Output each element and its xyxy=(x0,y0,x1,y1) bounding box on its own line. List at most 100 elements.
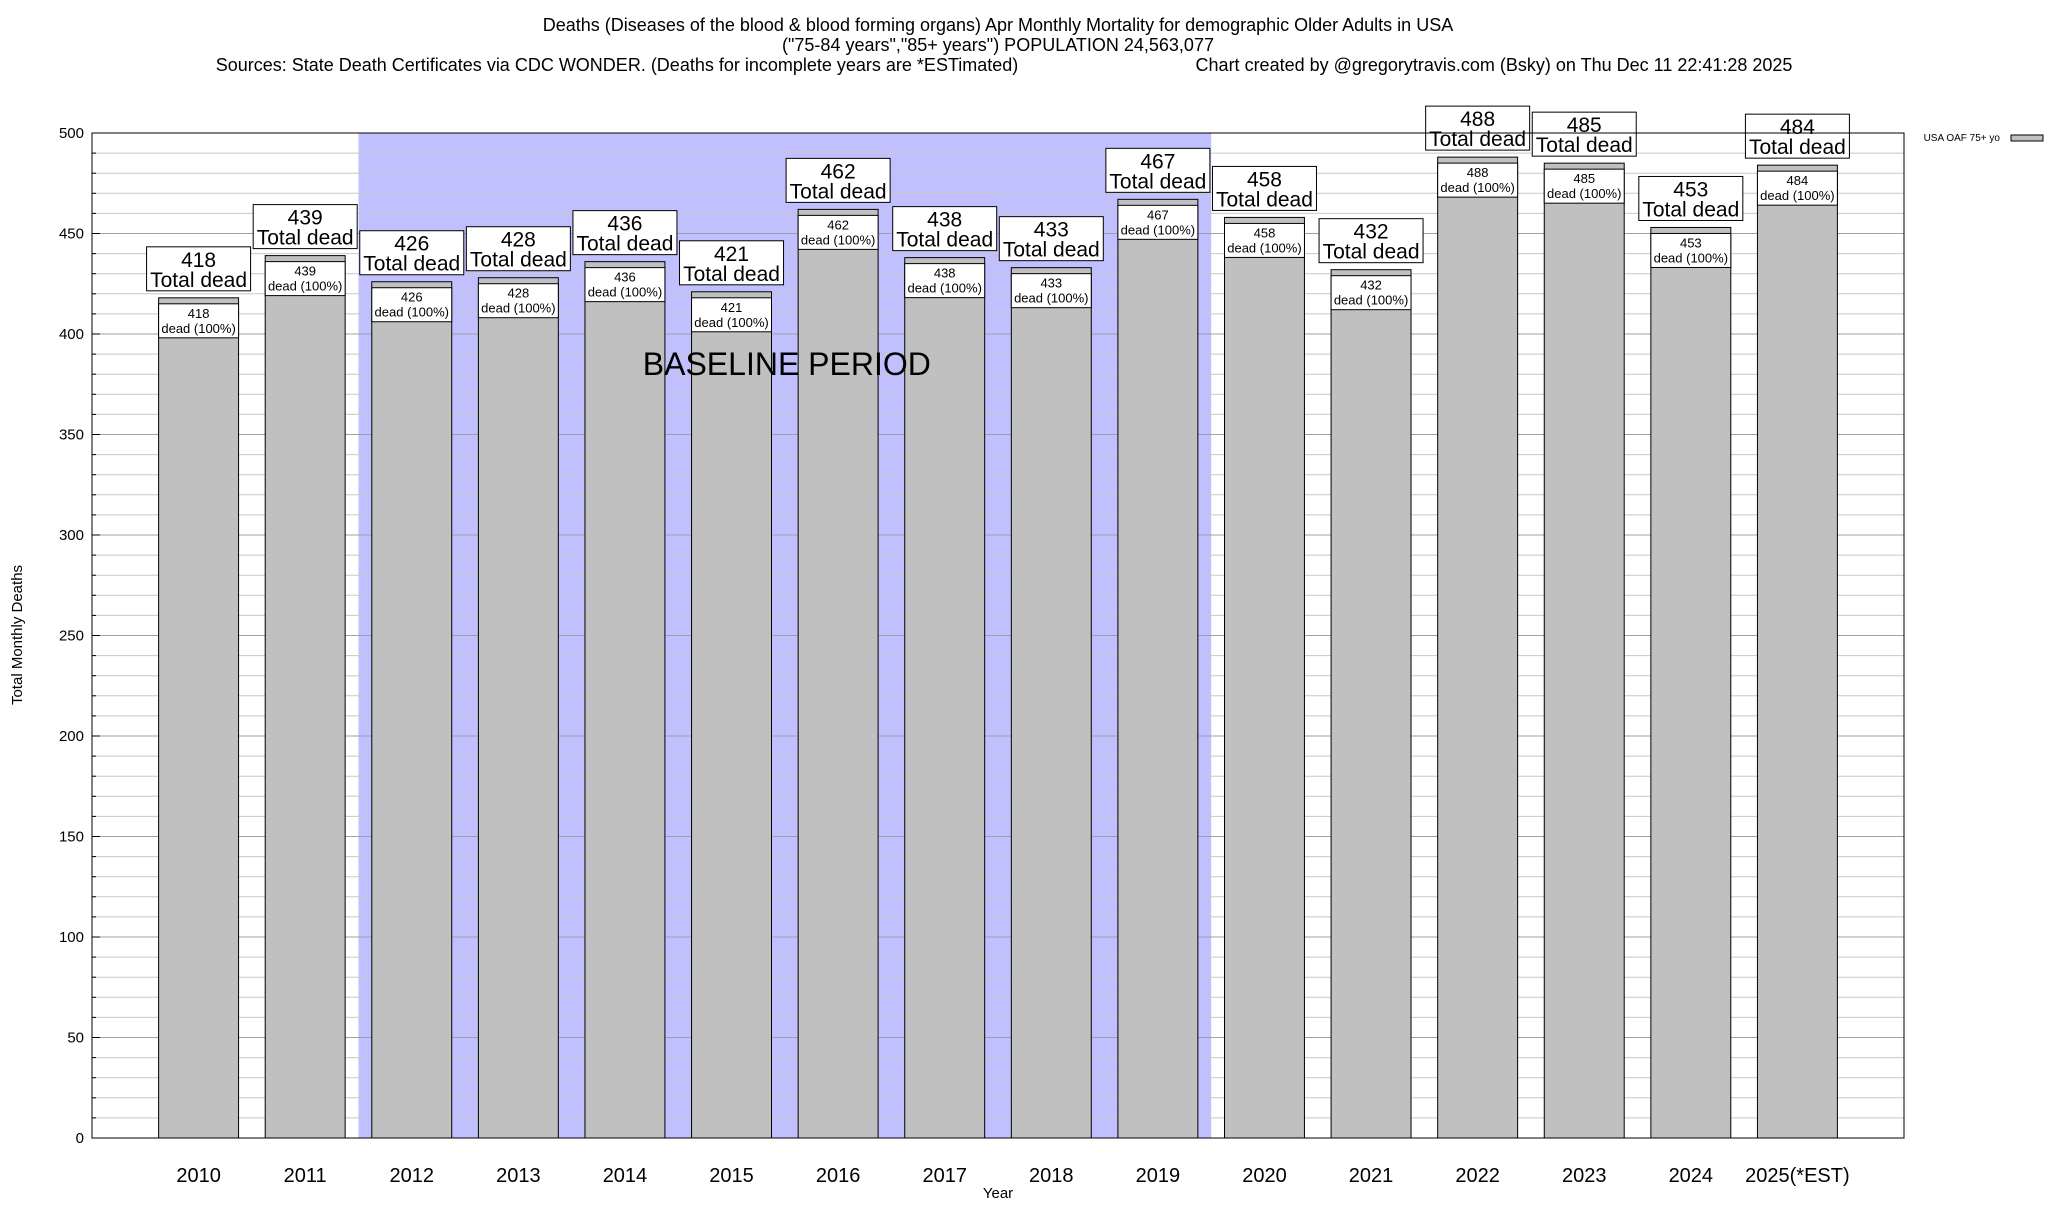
inner-label-text: dead (100%) xyxy=(268,279,342,294)
inner-label-value: 439 xyxy=(294,264,316,279)
inner-label-text: dead (100%) xyxy=(1654,250,1728,265)
chart-credit: Chart created by @gregorytravis.com (Bsk… xyxy=(1196,55,1793,75)
inner-label-value: 436 xyxy=(614,270,636,285)
bar-2018 xyxy=(1010,267,1092,1139)
outer-label-box xyxy=(465,226,571,272)
inner-label-box xyxy=(264,261,346,297)
outer-label-text: Total dead xyxy=(150,269,247,292)
y-tick-label: 50 xyxy=(67,1030,84,1047)
outer-label-text: Total dead xyxy=(1003,239,1100,262)
x-tick-label: 2016 xyxy=(816,1165,861,1187)
inner-label-text: dead (100%) xyxy=(481,301,555,316)
inner-label-value: 438 xyxy=(934,266,956,281)
inner-label-box xyxy=(158,303,240,339)
outer-label-value: 462 xyxy=(821,160,856,183)
outer-label-value: 436 xyxy=(607,213,642,236)
outer-label-box xyxy=(1425,105,1531,151)
y-tick-label: 400 xyxy=(59,326,84,343)
x-tick-label: 2014 xyxy=(603,1165,648,1187)
x-tick-label: 2013 xyxy=(496,1165,541,1187)
inner-label-text: dead (100%) xyxy=(1547,186,1621,201)
bar-2020 xyxy=(1224,216,1305,1139)
outer-label-text: Total dead xyxy=(1323,241,1420,264)
y-axis-label: Total Monthly Deaths xyxy=(9,565,26,705)
inner-label-text: dead (100%) xyxy=(1760,188,1834,203)
inner-label-value: 428 xyxy=(508,286,530,301)
outer-label-text: Total dead xyxy=(790,180,887,203)
outer-label-value: 426 xyxy=(394,233,429,256)
plot-frame xyxy=(91,132,1905,1139)
outer-label-value: 458 xyxy=(1247,168,1282,191)
outer-label-box xyxy=(998,216,1104,262)
y-tick-label: 100 xyxy=(59,929,84,946)
x-tick-label: 2023 xyxy=(1562,1165,1607,1187)
inner-label-value: 418 xyxy=(188,306,210,321)
outer-label-text: Total dead xyxy=(1216,188,1313,211)
bar-2021 xyxy=(1330,269,1412,1139)
inner-label-text: dead (100%) xyxy=(1227,240,1301,255)
inner-label-box xyxy=(691,297,773,333)
bar-2011 xyxy=(264,255,346,1139)
outer-label-value: 432 xyxy=(1354,221,1389,244)
outer-label-text: Total dead xyxy=(363,253,460,276)
outer-label-value: 418 xyxy=(181,249,216,272)
x-tick-label: 2017 xyxy=(922,1165,967,1187)
inner-label-box xyxy=(1224,222,1305,258)
outer-label-text: Total dead xyxy=(1536,134,1633,157)
bar-2024 xyxy=(1650,226,1732,1139)
outer-label-text: Total dead xyxy=(1749,136,1846,159)
outer-label-value: 439 xyxy=(288,207,323,230)
x-tick-label: 2019 xyxy=(1136,1165,1181,1187)
y-tick-label: 200 xyxy=(59,728,84,745)
inner-label-text: dead (100%) xyxy=(375,305,449,320)
outer-label-text: Total dead xyxy=(896,229,993,252)
inner-label-value: 458 xyxy=(1254,225,1276,240)
inner-label-box xyxy=(371,287,453,323)
outer-label-box xyxy=(1318,218,1424,264)
bar-2022 xyxy=(1437,156,1519,1139)
inner-label-text: dead (100%) xyxy=(1440,180,1514,195)
inner-label-text: dead (100%) xyxy=(694,315,768,330)
outer-label-value: 453 xyxy=(1673,178,1708,201)
outer-label-value: 467 xyxy=(1140,150,1175,173)
x-tick-label: 2024 xyxy=(1669,1165,1714,1187)
inner-label-box xyxy=(1330,275,1412,311)
outer-label-text: Total dead xyxy=(576,233,673,256)
outer-label-box xyxy=(359,230,465,276)
y-tick-label: 0 xyxy=(76,1130,84,1147)
chart-sources: Sources: State Death Certificates via CD… xyxy=(216,55,1019,75)
outer-label-box xyxy=(1531,111,1637,157)
outer-label-value: 428 xyxy=(501,229,536,252)
outer-label-box xyxy=(892,206,998,252)
bar-2023 xyxy=(1543,162,1625,1139)
outer-label-box xyxy=(1638,175,1744,221)
inner-label-value: 432 xyxy=(1360,278,1382,293)
outer-label-text: Total dead xyxy=(1109,170,1206,193)
inner-label-text: dead (100%) xyxy=(1121,222,1195,237)
inner-label-box xyxy=(1437,162,1519,198)
legend-label: USA OAF 75+ yo xyxy=(1924,133,2001,144)
x-tick-label: 2012 xyxy=(390,1165,435,1187)
y-tick-label: 500 xyxy=(59,125,84,142)
y-tick-label: 300 xyxy=(59,527,84,544)
x-axis-label: Year xyxy=(983,1185,1013,1200)
inner-label-value: 453 xyxy=(1680,235,1702,250)
x-tick-label: 2011 xyxy=(284,1165,327,1187)
inner-label-box xyxy=(1010,273,1092,309)
outer-label-value: 438 xyxy=(927,209,962,232)
inner-label-value: 426 xyxy=(401,290,423,305)
outer-label-text: Total dead xyxy=(1429,128,1526,151)
bar-2014 xyxy=(584,261,666,1139)
bar-2017 xyxy=(904,257,986,1139)
baseline-period-label: BASELINE PERIOD xyxy=(643,346,931,382)
inner-label-box xyxy=(1543,168,1625,204)
inner-label-box xyxy=(1117,204,1199,240)
inner-label-text: dead (100%) xyxy=(1014,291,1088,306)
inner-label-box xyxy=(1756,170,1838,206)
x-tick-label: 2020 xyxy=(1242,1165,1287,1187)
inner-label-text: dead (100%) xyxy=(801,232,875,247)
y-tick-label: 150 xyxy=(59,829,84,846)
inner-label-text: dead (100%) xyxy=(907,281,981,296)
outer-label-text: Total dead xyxy=(257,227,354,250)
